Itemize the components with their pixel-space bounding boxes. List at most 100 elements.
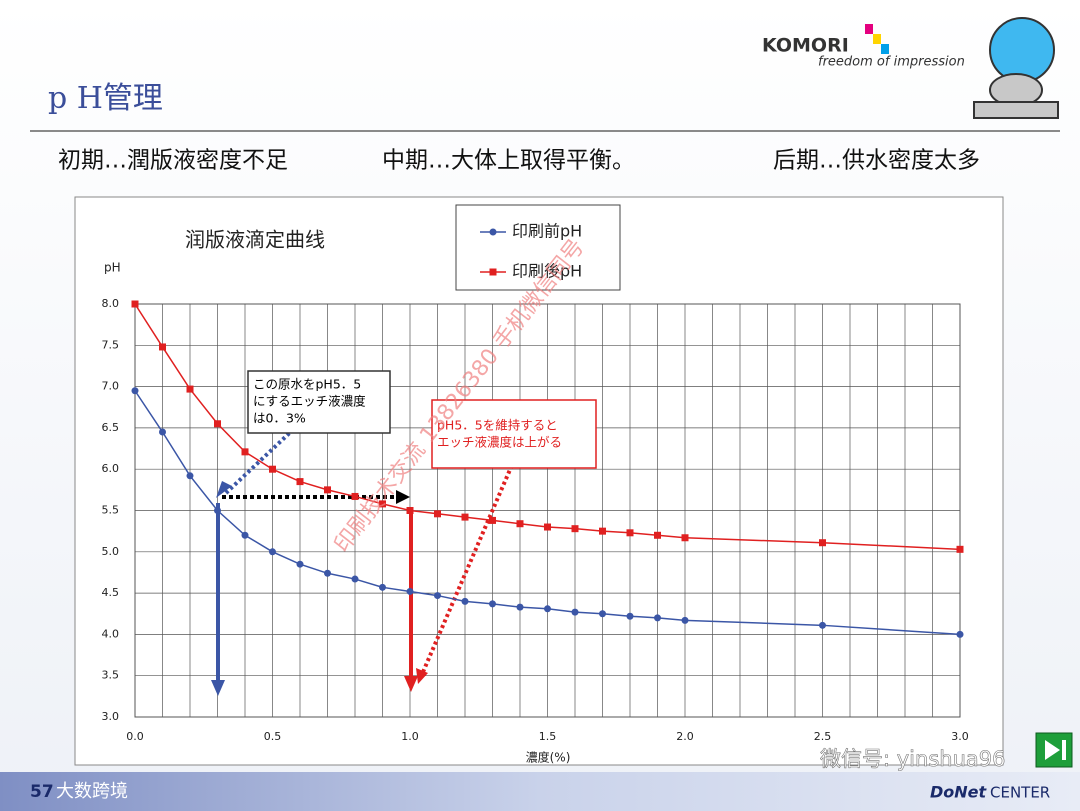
arrowhead (211, 680, 225, 696)
x-tick-label: 3.0 (951, 730, 969, 743)
y-tick-label: 3.0 (102, 710, 120, 723)
slide-title: p H管理 (48, 81, 163, 116)
legend-label: 印刷後pH (512, 262, 582, 281)
annotation-text: pH5．5を維持すると (437, 418, 558, 433)
avatar-head (989, 17, 1055, 83)
annotation-text: エッチ液濃度は上がる (437, 435, 562, 450)
point (351, 492, 359, 500)
point (489, 516, 496, 524)
chart: 3.0 3.5 4.0 4.5 5.0 5.5 6.0 6.5 7.0 7.5 8.0 0.0 0.5 1… (102, 204, 969, 765)
y-tick-label: 4.0 (102, 627, 120, 640)
point (626, 612, 634, 620)
phase: 中期…大体上取得平衡。 (382, 148, 635, 174)
point (434, 510, 441, 518)
point (406, 507, 414, 514)
point (819, 621, 826, 629)
logo-block (881, 44, 889, 54)
annotation-text: この原水をpH5．5 (253, 377, 361, 392)
y-tick-label: 5.0 (102, 545, 120, 558)
point (434, 592, 441, 600)
point (819, 539, 826, 547)
logo-block (865, 24, 873, 34)
point (159, 343, 166, 351)
point (681, 616, 689, 624)
point (571, 608, 579, 616)
x-tick-label: 2.0 (676, 730, 694, 743)
next-icon (1045, 740, 1066, 760)
legend-marker (489, 268, 497, 276)
phase: 初期…潤版液密度不足 (58, 148, 288, 174)
point (571, 525, 579, 533)
footer-left: 大数跨境 (56, 781, 128, 802)
point (489, 600, 496, 608)
point (544, 523, 551, 531)
y-tick-label: 3.5 (102, 669, 120, 682)
point (214, 507, 221, 514)
point (269, 548, 276, 556)
phase: 后期…供水密度太多 (773, 148, 980, 174)
legend-box (455, 204, 621, 291)
x-tick-label: 1.5 (539, 730, 557, 743)
point (516, 520, 524, 528)
point (214, 420, 221, 428)
point (654, 531, 661, 539)
page-number: 57 (30, 782, 54, 802)
y-tick-label: 7.0 (102, 380, 120, 393)
arrowhead (216, 481, 232, 498)
point (159, 428, 166, 436)
point (324, 486, 331, 494)
wechat: 微信号: yinshua96 (820, 747, 1005, 771)
point (681, 534, 689, 542)
point (461, 513, 469, 521)
point (241, 448, 249, 456)
x-tick-label: 0.5 (264, 730, 282, 743)
tagline: freedom of impression (818, 55, 965, 70)
point (516, 603, 524, 611)
y-tick-label: 4.5 (102, 586, 120, 599)
point (186, 385, 194, 393)
y-axis-label: pH (104, 261, 121, 275)
legend-label: 印刷前pH (512, 222, 582, 241)
point (599, 610, 606, 618)
point (544, 605, 551, 613)
point (956, 545, 964, 553)
point (351, 575, 359, 583)
annotation-text: は0．3% (253, 411, 306, 426)
point (461, 597, 469, 605)
chart-title: 润版液滴定曲线 (185, 228, 325, 252)
y-tick-label: 6.0 (102, 462, 120, 475)
point (131, 300, 139, 308)
point (269, 465, 276, 473)
x-tick-label: 2.5 (814, 730, 832, 743)
point (324, 569, 331, 577)
point (654, 614, 661, 622)
annotation-box (431, 399, 597, 469)
point (626, 529, 634, 537)
point (379, 500, 386, 508)
annotation-text: にするエッチ液濃度 (253, 394, 366, 409)
point (296, 560, 304, 568)
point (956, 630, 964, 638)
footer-center: CENTER (990, 784, 1050, 802)
x-tick-label: 0.0 (126, 730, 144, 743)
point (186, 472, 194, 480)
point (241, 531, 249, 539)
point (296, 478, 304, 486)
footer-brand: DoNet (930, 783, 988, 802)
point (379, 583, 386, 591)
arrow (224, 423, 300, 495)
y-tick-label: 7.5 (102, 338, 120, 351)
avatar-desk (973, 101, 1059, 119)
arrow (421, 464, 514, 673)
arrowhead (404, 676, 418, 692)
y-tick-label: 6.5 (102, 421, 120, 434)
annotation-box (247, 370, 391, 434)
x-axis-label: 濃度(%) (526, 750, 571, 765)
x-tick-label: 1.0 (401, 730, 419, 743)
arrowhead (416, 668, 428, 684)
logo: KOMORI (762, 35, 849, 57)
point (131, 387, 139, 395)
point (599, 527, 606, 535)
y-tick-label: 5.5 (102, 504, 120, 517)
